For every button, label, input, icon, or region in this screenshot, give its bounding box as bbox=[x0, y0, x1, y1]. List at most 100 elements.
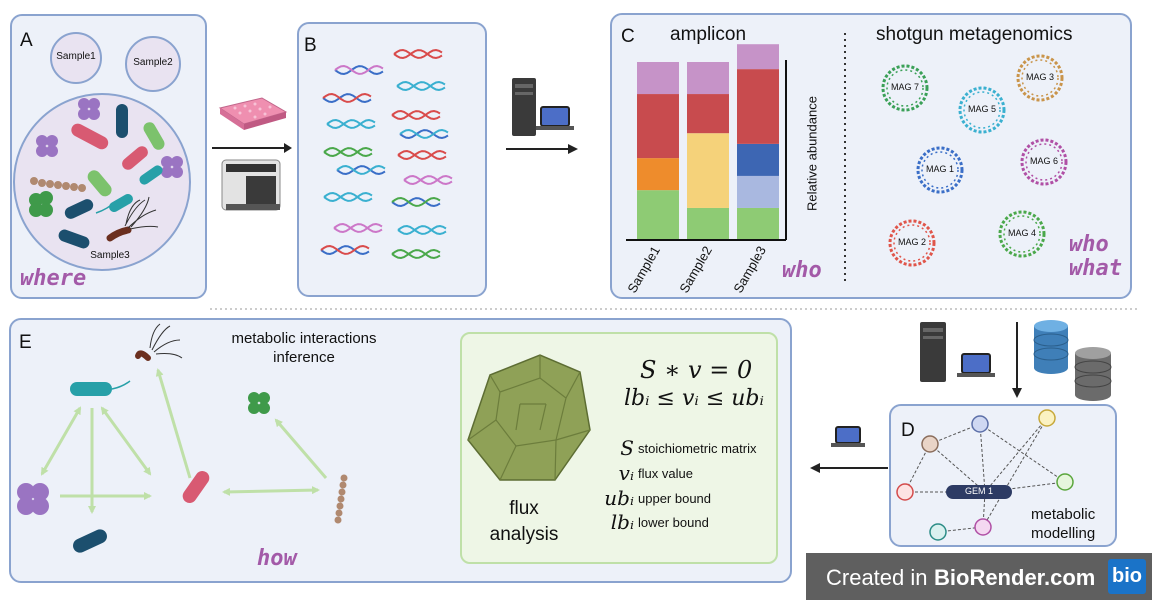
dna-strand bbox=[391, 109, 441, 120]
dna-strand bbox=[396, 81, 446, 92]
bar-sample1-segment-0 bbox=[637, 190, 679, 240]
mag-ring-inner bbox=[1021, 59, 1059, 97]
mag-label: MAG 3 bbox=[1025, 72, 1054, 82]
mag-ring bbox=[888, 219, 936, 267]
dna-strand bbox=[323, 191, 373, 202]
legend-symbol-lb: lbᵢ bbox=[610, 510, 634, 534]
dna-strand bbox=[323, 146, 373, 157]
dna-strand bbox=[396, 80, 446, 91]
question-who-amplicon: who bbox=[782, 258, 822, 283]
bar-sample2-segment-0 bbox=[687, 207, 729, 240]
dna-strand bbox=[393, 48, 443, 59]
dna-strand bbox=[336, 165, 386, 176]
mag-label: MAG 1 bbox=[925, 164, 954, 174]
shotgun-title: shotgun metagenomics bbox=[876, 24, 1073, 45]
bar-sample2-segment-6 bbox=[687, 62, 729, 95]
dna-strand bbox=[397, 150, 447, 161]
mag-ring bbox=[958, 86, 1006, 134]
legend-symbol-ub: ubᵢ bbox=[604, 486, 634, 510]
panel-a-label: A bbox=[20, 30, 33, 51]
amplicon-title: amplicon bbox=[670, 24, 747, 45]
mag-ring-inner bbox=[893, 224, 931, 262]
gem-node-label: GEM 1 bbox=[964, 486, 993, 496]
mag-label: MAG 7 bbox=[890, 82, 919, 92]
badge-brand: BioRender.com bbox=[934, 565, 1096, 590]
metabolic-modelling-line2: modelling bbox=[1031, 525, 1096, 542]
dna-strand bbox=[403, 175, 453, 186]
mag-ring bbox=[1020, 138, 1068, 186]
mag-ring-inner bbox=[1003, 215, 1041, 253]
inference-title-line2: inference bbox=[273, 349, 335, 366]
mag-ring-inner bbox=[921, 151, 959, 189]
legend-symbol-s: S bbox=[620, 436, 634, 460]
legend-text-s: stoichiometric matrix bbox=[638, 441, 757, 456]
mag-ring bbox=[916, 146, 964, 194]
bar-sample2-segment-5 bbox=[687, 94, 729, 134]
mag-label: MAG 5 bbox=[967, 104, 996, 114]
biorender-badge[interactable]: Created in BioRender.com bio bbox=[806, 553, 1152, 600]
dna-strand bbox=[403, 174, 453, 185]
sample3-label: Sample3 bbox=[90, 250, 130, 261]
panel-d-label: D bbox=[901, 420, 915, 441]
dna-strand bbox=[326, 118, 376, 129]
dna-strand bbox=[399, 129, 449, 140]
dna-strand bbox=[397, 224, 447, 235]
dna-strand bbox=[322, 92, 372, 103]
equation-steady-state: S ∗ v = 0 bbox=[640, 356, 753, 384]
inference-title-line1: metabolic interactions bbox=[231, 330, 377, 347]
panel-e-label: E bbox=[19, 332, 32, 353]
sample1-label: Sample1 bbox=[56, 51, 96, 62]
metabolic-modelling-line1: metabolic bbox=[1031, 506, 1096, 523]
legend-text-lb: lower bound bbox=[638, 515, 709, 530]
question-who-shotgun: who bbox=[1069, 232, 1109, 257]
mag-label: MAG 2 bbox=[897, 237, 926, 247]
biorender-logo: bio bbox=[1108, 559, 1146, 594]
mag-ring-inner bbox=[1025, 143, 1063, 181]
mag-label: MAG 4 bbox=[1007, 228, 1036, 238]
legend-text-v: flux value bbox=[638, 466, 693, 481]
dna-strand bbox=[391, 196, 441, 207]
dna-strand bbox=[326, 119, 376, 130]
equation-bounds: lbᵢ ≤ vᵢ ≤ ubᵢ bbox=[624, 386, 764, 411]
flux-label-line1: flux bbox=[509, 498, 539, 519]
dna-strand bbox=[320, 244, 370, 255]
dna-strand bbox=[391, 197, 441, 208]
dna-strand bbox=[391, 110, 441, 121]
bar-sample3-segment-3 bbox=[737, 175, 779, 208]
bar-sample1-segment-5 bbox=[637, 94, 679, 159]
sample2-label: Sample2 bbox=[133, 57, 173, 68]
dna-strand bbox=[323, 147, 373, 158]
dna-strand bbox=[323, 192, 373, 203]
panel-b bbox=[297, 22, 487, 297]
dna-strand bbox=[333, 222, 383, 233]
dna-strand bbox=[320, 245, 370, 256]
bar-sample3-segment-0 bbox=[737, 207, 779, 240]
mag-ring-inner bbox=[886, 69, 924, 107]
dna-strand bbox=[322, 93, 372, 104]
dna-strand bbox=[336, 164, 386, 175]
dna-strand bbox=[333, 223, 383, 234]
dna-strand bbox=[397, 225, 447, 236]
mag-ring bbox=[881, 64, 929, 112]
mag-ring bbox=[998, 210, 1046, 258]
bar-sample1-segment-1 bbox=[637, 158, 679, 191]
bar-sample2-segment-2 bbox=[687, 133, 729, 208]
dna-strand bbox=[391, 249, 441, 260]
mag-ring bbox=[1016, 54, 1064, 102]
question-what: what bbox=[1069, 256, 1122, 281]
badge-prefix: Created in bbox=[826, 565, 934, 590]
dna-strand bbox=[391, 248, 441, 259]
bar-sample1-segment-6 bbox=[637, 62, 679, 95]
question-how: how bbox=[257, 546, 297, 571]
dna-strand bbox=[334, 65, 384, 76]
dna-strand bbox=[399, 128, 449, 139]
bar-sample3-segment-5 bbox=[737, 69, 779, 144]
dna-strand bbox=[334, 64, 384, 75]
